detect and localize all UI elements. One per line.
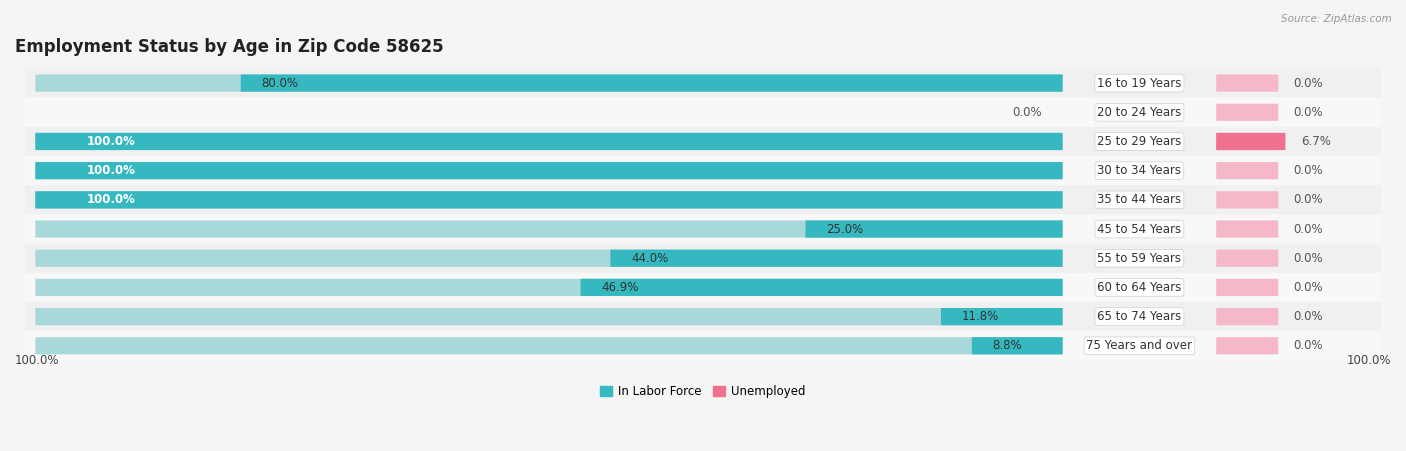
Text: 0.0%: 0.0% bbox=[1294, 339, 1323, 352]
FancyBboxPatch shape bbox=[25, 302, 1381, 331]
FancyBboxPatch shape bbox=[35, 279, 1063, 296]
Text: 0.0%: 0.0% bbox=[1294, 310, 1323, 323]
FancyBboxPatch shape bbox=[35, 308, 1063, 325]
Text: 25.0%: 25.0% bbox=[827, 222, 863, 235]
FancyBboxPatch shape bbox=[610, 249, 1063, 267]
Text: 100.0%: 100.0% bbox=[87, 164, 136, 177]
FancyBboxPatch shape bbox=[1216, 221, 1278, 238]
FancyBboxPatch shape bbox=[1216, 279, 1278, 296]
FancyBboxPatch shape bbox=[35, 162, 1063, 179]
FancyBboxPatch shape bbox=[35, 133, 1063, 150]
Text: 25 to 29 Years: 25 to 29 Years bbox=[1097, 135, 1181, 148]
Text: 65 to 74 Years: 65 to 74 Years bbox=[1097, 310, 1181, 323]
Text: 100.0%: 100.0% bbox=[15, 354, 59, 367]
FancyBboxPatch shape bbox=[35, 133, 1063, 150]
Text: 20 to 24 Years: 20 to 24 Years bbox=[1097, 106, 1181, 119]
FancyBboxPatch shape bbox=[35, 221, 1063, 238]
Text: 0.0%: 0.0% bbox=[1294, 281, 1323, 294]
Text: 0.0%: 0.0% bbox=[1294, 77, 1323, 90]
FancyBboxPatch shape bbox=[25, 98, 1381, 127]
Text: 44.0%: 44.0% bbox=[631, 252, 668, 265]
FancyBboxPatch shape bbox=[806, 221, 1063, 238]
FancyBboxPatch shape bbox=[25, 69, 1381, 98]
Text: Employment Status by Age in Zip Code 58625: Employment Status by Age in Zip Code 586… bbox=[15, 37, 444, 55]
FancyBboxPatch shape bbox=[25, 244, 1381, 273]
Text: 60 to 64 Years: 60 to 64 Years bbox=[1097, 281, 1181, 294]
Text: 55 to 59 Years: 55 to 59 Years bbox=[1098, 252, 1181, 265]
Text: 46.9%: 46.9% bbox=[602, 281, 638, 294]
FancyBboxPatch shape bbox=[25, 214, 1381, 244]
Text: 0.0%: 0.0% bbox=[1294, 164, 1323, 177]
Text: 100.0%: 100.0% bbox=[1347, 354, 1391, 367]
FancyBboxPatch shape bbox=[1216, 308, 1278, 325]
Text: 0.0%: 0.0% bbox=[1294, 106, 1323, 119]
FancyBboxPatch shape bbox=[35, 74, 1063, 92]
FancyBboxPatch shape bbox=[35, 337, 1063, 354]
Text: 0.0%: 0.0% bbox=[1294, 222, 1323, 235]
FancyBboxPatch shape bbox=[941, 308, 1063, 325]
FancyBboxPatch shape bbox=[35, 191, 1063, 208]
Text: 6.7%: 6.7% bbox=[1301, 135, 1330, 148]
Text: 0.0%: 0.0% bbox=[1294, 252, 1323, 265]
FancyBboxPatch shape bbox=[1216, 191, 1278, 208]
Text: 75 Years and over: 75 Years and over bbox=[1087, 339, 1192, 352]
FancyBboxPatch shape bbox=[581, 279, 1063, 296]
Text: 100.0%: 100.0% bbox=[87, 135, 136, 148]
FancyBboxPatch shape bbox=[25, 127, 1381, 156]
Text: 35 to 44 Years: 35 to 44 Years bbox=[1097, 193, 1181, 207]
Text: 45 to 54 Years: 45 to 54 Years bbox=[1097, 222, 1181, 235]
Text: 30 to 34 Years: 30 to 34 Years bbox=[1098, 164, 1181, 177]
FancyBboxPatch shape bbox=[1216, 133, 1278, 150]
FancyBboxPatch shape bbox=[25, 156, 1381, 185]
FancyBboxPatch shape bbox=[1216, 133, 1285, 150]
Text: 0.0%: 0.0% bbox=[1294, 193, 1323, 207]
FancyBboxPatch shape bbox=[1216, 162, 1278, 179]
FancyBboxPatch shape bbox=[35, 191, 1063, 208]
Text: 8.8%: 8.8% bbox=[993, 339, 1022, 352]
FancyBboxPatch shape bbox=[25, 185, 1381, 214]
FancyBboxPatch shape bbox=[35, 249, 1063, 267]
Text: Source: ZipAtlas.com: Source: ZipAtlas.com bbox=[1281, 14, 1392, 23]
FancyBboxPatch shape bbox=[1216, 104, 1278, 121]
FancyBboxPatch shape bbox=[35, 162, 1063, 179]
FancyBboxPatch shape bbox=[25, 331, 1381, 360]
FancyBboxPatch shape bbox=[972, 337, 1063, 354]
Text: 80.0%: 80.0% bbox=[262, 77, 298, 90]
FancyBboxPatch shape bbox=[1216, 337, 1278, 354]
FancyBboxPatch shape bbox=[25, 273, 1381, 302]
Text: 16 to 19 Years: 16 to 19 Years bbox=[1097, 77, 1181, 90]
FancyBboxPatch shape bbox=[240, 74, 1063, 92]
Legend: In Labor Force, Unemployed: In Labor Force, Unemployed bbox=[596, 380, 810, 403]
FancyBboxPatch shape bbox=[1216, 249, 1278, 267]
Text: 100.0%: 100.0% bbox=[87, 193, 136, 207]
FancyBboxPatch shape bbox=[1216, 74, 1278, 92]
Text: 11.8%: 11.8% bbox=[962, 310, 1000, 323]
Text: 0.0%: 0.0% bbox=[1012, 106, 1042, 119]
